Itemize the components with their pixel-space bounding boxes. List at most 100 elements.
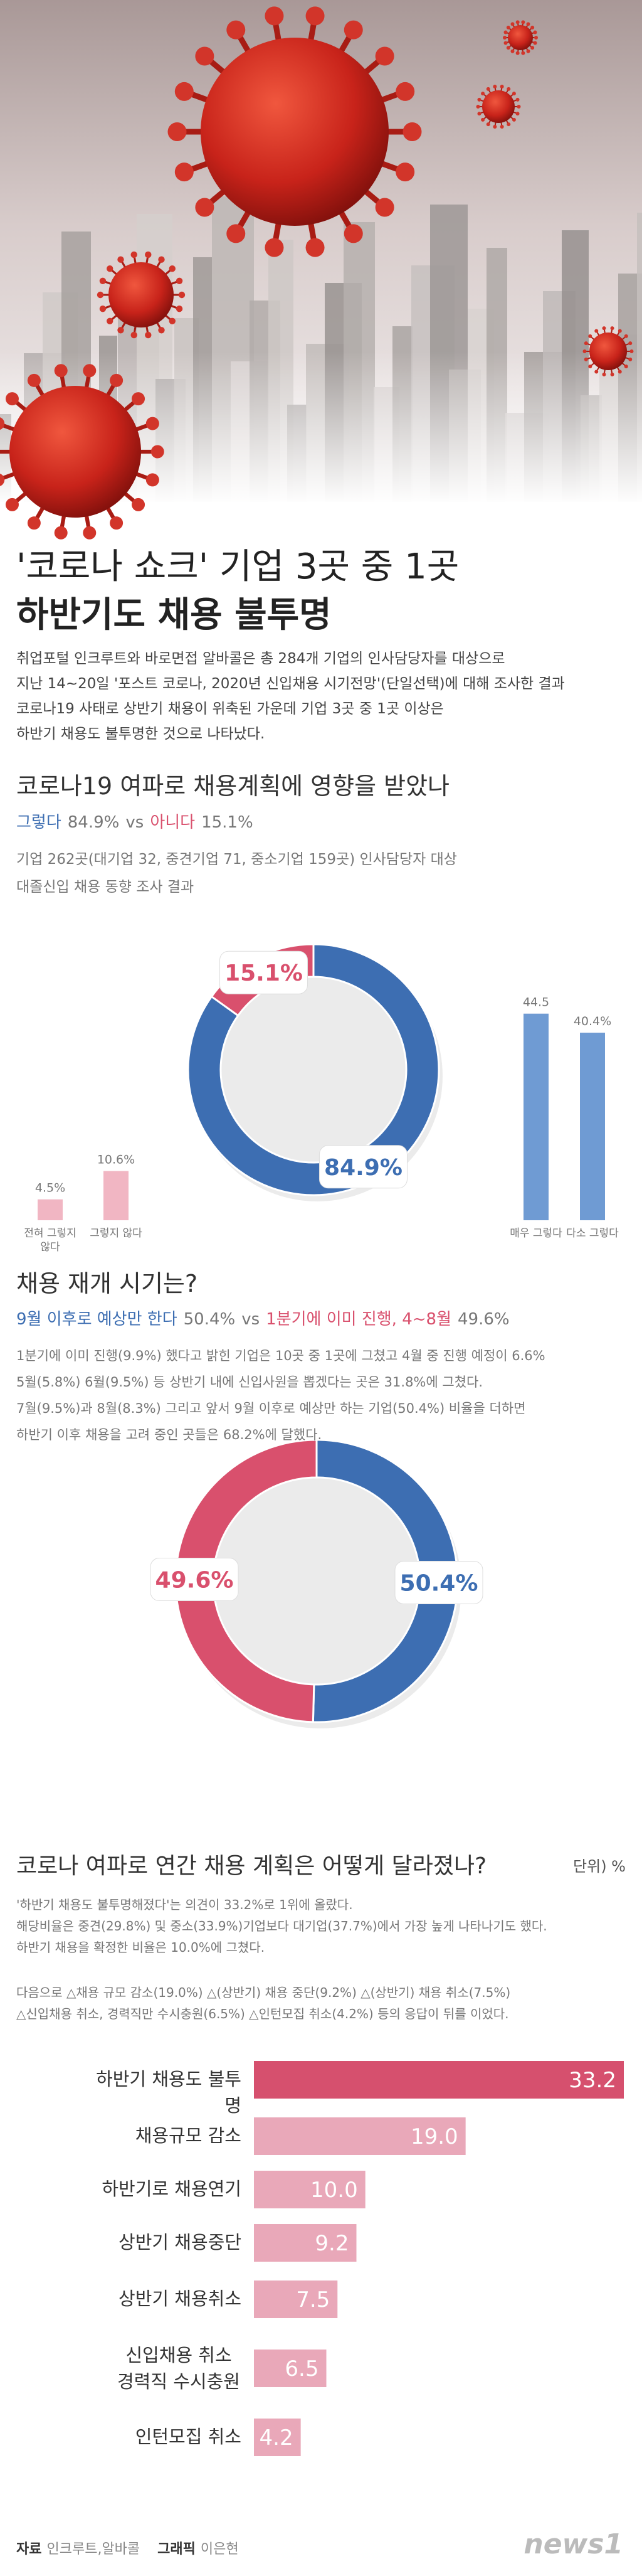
virus-spike-tip xyxy=(477,112,482,116)
virus-spike-tip xyxy=(117,327,124,334)
virus-spike-tip xyxy=(265,6,284,26)
virus-spike-tip xyxy=(594,370,599,374)
virus-spike-tip xyxy=(628,357,633,361)
legend-label: 1분기에 이미 진행, 4~8월 xyxy=(266,1310,452,1329)
virus-spike-tip xyxy=(403,122,422,141)
bar xyxy=(254,2350,327,2387)
virus-spike-tip xyxy=(226,20,246,40)
value-label: 44.5 xyxy=(523,996,549,1009)
note-line: 해당비율은 중견(29.8%) 및 중소(33.9%)기업보다 대기업(37.7… xyxy=(16,1919,547,1934)
virus-spike-tip xyxy=(503,30,508,35)
virus-spike-tip xyxy=(588,365,592,369)
virus-spike-tip xyxy=(530,46,535,50)
virus-spike-tip xyxy=(150,445,164,459)
virus-body xyxy=(108,262,174,327)
virus xyxy=(167,6,422,257)
graphic: 이은현 xyxy=(200,2541,239,2557)
virus-spike-tip xyxy=(493,125,497,129)
virus-spike-tip xyxy=(584,357,588,361)
virus-body xyxy=(589,333,627,370)
value-label: 9.2 xyxy=(315,2231,349,2256)
value-label: 49.6% xyxy=(458,1310,510,1329)
virus-spike-tip xyxy=(158,327,165,334)
value-label: 4.5% xyxy=(35,1181,65,1195)
label-box xyxy=(219,950,308,994)
virus-spike-tip xyxy=(130,331,137,339)
virus-spike-tip xyxy=(515,51,520,55)
virus-spike-tip xyxy=(503,41,508,45)
virus-spike-tip xyxy=(27,516,41,530)
category-label: 상반기 채용취소 xyxy=(118,2288,241,2309)
value-label: 10.6% xyxy=(97,1153,135,1167)
virus-spike-tip xyxy=(503,36,507,40)
virus xyxy=(0,364,164,540)
label-box xyxy=(150,1558,239,1602)
virus-spike-tip xyxy=(533,30,537,35)
virus-spike-tip xyxy=(481,117,485,122)
virus-spike-tip xyxy=(195,198,214,217)
virus-spike-tip xyxy=(145,251,152,258)
virus-spike-tip xyxy=(305,238,325,257)
category-label: 하반기로 채용연기 xyxy=(102,2178,241,2200)
virus-spike-tip xyxy=(130,251,137,258)
virus-spike-tip xyxy=(533,41,537,45)
virus-spike-tip xyxy=(500,84,504,88)
category-label: 채용규모 감소 xyxy=(135,2125,241,2146)
note-line: 1분기에 이미 진행(9.9%) 했다고 밝힌 기업은 10곳 중 1곳에 그쳤… xyxy=(16,1348,545,1363)
virus xyxy=(476,84,521,129)
versus: vs xyxy=(125,813,144,832)
virus-spike-tip xyxy=(588,334,592,338)
note-line: 대졸신입 채용 동향 조사 결과 xyxy=(16,879,194,895)
virus-body xyxy=(201,38,389,226)
virus-spike-tip xyxy=(610,372,614,376)
bar xyxy=(254,2061,624,2099)
virus-spike-tip xyxy=(500,125,504,129)
value-label: 7.5 xyxy=(296,2287,330,2313)
virus-spike-tip xyxy=(375,198,394,217)
intro-line: 코로나19 사태로 상반기 채용이 위축된 가운데 기업 3곳 중 1곳 이상은 xyxy=(16,701,444,717)
source: 인크루트,알바콜 xyxy=(46,2541,140,2557)
versus: vs xyxy=(241,1310,260,1329)
note-line: 하반기 채용을 확정한 비율은 10.0%에 그쳤다. xyxy=(16,1940,265,1955)
virus-spike-tip xyxy=(526,22,530,26)
virus-spike-tip xyxy=(99,306,107,312)
virus-spike-tip xyxy=(515,112,520,116)
virus-spike-tip xyxy=(169,265,176,272)
value-label: 50.4% xyxy=(400,1570,478,1596)
virus-spike-tip xyxy=(507,122,511,127)
virus-spike-tip xyxy=(582,349,587,353)
bar xyxy=(254,2224,357,2262)
virus-spike-tip xyxy=(526,49,530,53)
virus-spike-tip xyxy=(0,417,5,430)
value-label: 84.9% xyxy=(67,813,120,832)
virus-spike-tip xyxy=(629,349,634,353)
virus-spike-tip xyxy=(110,373,124,387)
virus-spike-tip xyxy=(99,277,107,284)
virus-spike-tip xyxy=(344,20,363,40)
virus-spike-tip xyxy=(5,392,19,406)
bar xyxy=(254,2419,301,2456)
note-line: '하반기 채용도 불투명해졌다'는 의견이 33.2%로 1위에 올랐다. xyxy=(16,1897,353,1912)
value-label: 84.9% xyxy=(324,1155,403,1181)
section-title: 코로나19 여파로 채용계획에 영향을 받았나 xyxy=(16,772,450,800)
hero-image xyxy=(0,0,642,540)
bar xyxy=(580,1033,605,1220)
virus-spike-tip xyxy=(610,326,614,331)
category-label: 하반기 채용도 불투명 xyxy=(96,2068,241,2116)
virus-spike-tip xyxy=(54,526,68,540)
note-line: △신입채용 취소, 경력직만 수시충원(6.5%) △인턴모집 취소(4.2%)… xyxy=(16,2006,509,2021)
source-label: 자료 xyxy=(16,2541,42,2557)
title-line: '코로나 쇼크' 기업 3곳 중 1곳 xyxy=(16,546,460,587)
value-label: 40.4% xyxy=(574,1014,611,1028)
category-label: 매우 그렇다 xyxy=(510,1227,562,1240)
footer: 자료 인크루트,알바콜 그래픽 이은현 xyxy=(16,2538,239,2558)
virus-spike-tip xyxy=(145,473,159,487)
virus-spike-tip xyxy=(602,372,606,376)
virus-spike-tip xyxy=(97,291,104,299)
virus-spike-tip xyxy=(506,25,510,29)
category-label: 전혀 그렇지 않다 xyxy=(24,1227,76,1253)
virus-spike-tip xyxy=(132,498,145,511)
virus-spike-tip xyxy=(624,334,628,338)
label-box xyxy=(394,1560,483,1604)
virus-spike-tip xyxy=(344,224,363,243)
